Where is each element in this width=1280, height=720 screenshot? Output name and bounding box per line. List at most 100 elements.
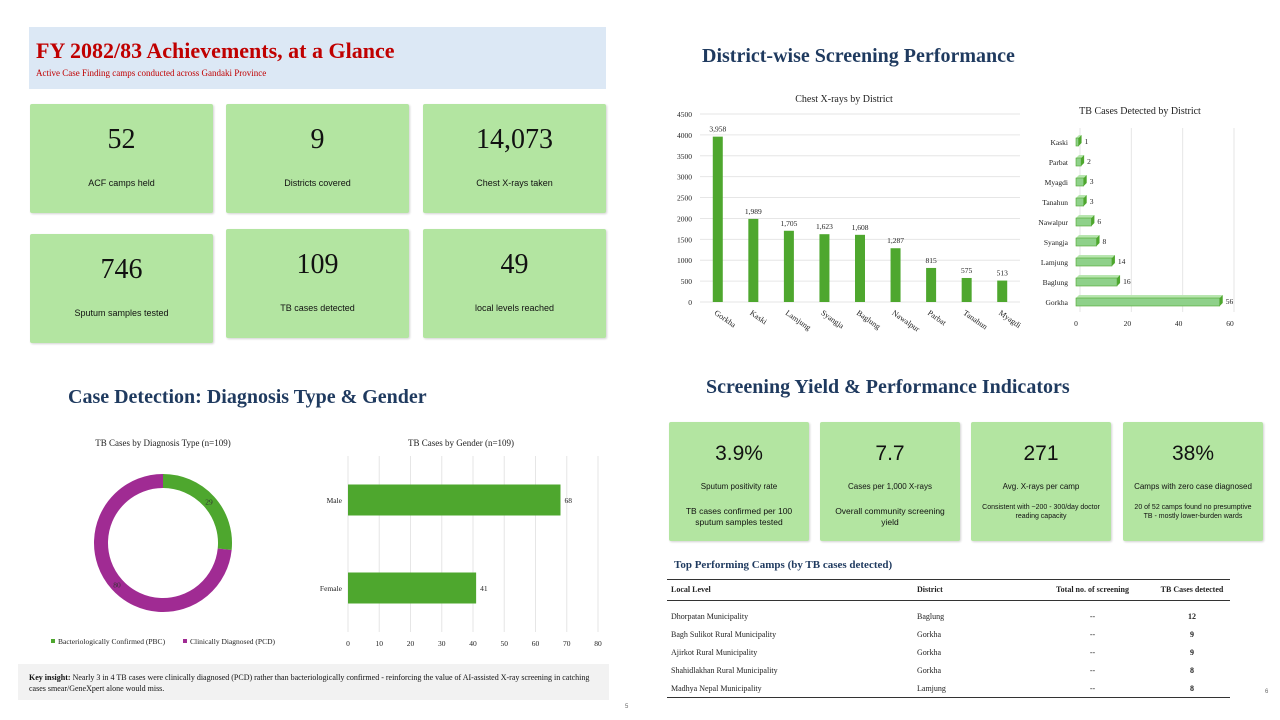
bar (748, 218, 759, 302)
bar (783, 230, 794, 302)
cell-cases: 12 (1188, 611, 1196, 621)
indicator-value: 271 (1023, 442, 1059, 465)
kpi-card-camps: 52 ACF camps held (30, 104, 213, 213)
data-label: 41 (480, 584, 488, 593)
y-tick-label: Gorkha (1046, 298, 1069, 307)
x-tick-label: 70 (563, 639, 571, 648)
kpi-card-sputum: 746 Sputum samples tested (30, 234, 213, 343)
cell-local-level: Ajirkot Rural Municipality (671, 647, 758, 657)
cell-district: Gorkha (917, 629, 941, 639)
section-title-detection: Case Detection: Diagnosis Type & Gender (68, 386, 427, 408)
x-tick-label: Kaski (748, 308, 769, 327)
slice-label: 80 (113, 581, 121, 590)
indicator-label: Cases per 1,000 X-rays (847, 482, 933, 491)
bar (1075, 277, 1118, 287)
x-tick-label: 20 (1124, 319, 1132, 328)
x-tick-label: 80 (594, 639, 602, 648)
data-label: 513 (997, 269, 1009, 278)
bar (997, 280, 1008, 302)
bar (348, 572, 477, 604)
key-insight-label: Key insight: (29, 673, 71, 682)
y-tick-label: 500 (681, 277, 693, 286)
x-tick-label: 10 (376, 639, 384, 648)
cell-cases: 9 (1190, 647, 1194, 657)
kpi-label: Sputum samples tested (74, 308, 169, 318)
indicator-value: 7.7 (875, 442, 905, 465)
data-label: 575 (961, 266, 973, 275)
bar-side (1117, 275, 1121, 286)
y-tick-label: 2000 (677, 214, 692, 223)
chart-tb-by-district: TB Cases Detected by District 0 20 40 60 1 Ka… (1038, 106, 1235, 328)
bar (819, 234, 830, 302)
indicator-desc: TB cases confirmed per 100 sputum sample… (685, 506, 793, 527)
y-tick-label: 1000 (677, 256, 692, 265)
legend-label: Clinically Diagnosed (PCD) (190, 637, 275, 646)
header-banner (29, 27, 606, 89)
x-tick-label: 40 (469, 639, 477, 648)
x-tick-label: 40 (1175, 319, 1183, 328)
indicator-desc: Overall community screening yield (835, 506, 945, 527)
data-label: 2 (1087, 157, 1091, 166)
data-label: 6 (1097, 217, 1101, 226)
cell-district: Baglung (917, 611, 945, 621)
kpi-label: Districts covered (284, 178, 351, 188)
col-header-district: District (913, 579, 1031, 601)
x-tick-label: 20 (407, 639, 415, 648)
data-label: 3 (1090, 177, 1094, 186)
kpi-card-tb-cases: 109 TB cases detected (226, 229, 409, 338)
col-header-tb-cases: TB Cases detected (1154, 579, 1230, 601)
y-tick-label: 1500 (677, 235, 692, 244)
data-label: 815 (925, 256, 937, 265)
y-tick-label: 2500 (677, 194, 692, 203)
table-row: Madhya Nepal Municipality Lamjung -- 8 (667, 679, 1230, 698)
kpi-label: Chest X-rays taken (476, 178, 553, 188)
x-tick-label: 30 (438, 639, 446, 648)
section-title-yield: Screening Yield & Performance Indicators (706, 376, 1070, 398)
legend-swatch (51, 639, 55, 643)
bar-top (1076, 275, 1121, 278)
kpi-value: 746 (100, 254, 143, 285)
top-camps-table: Local Level District Total no. of screen… (667, 579, 1230, 698)
bar-side (1096, 235, 1100, 246)
bar-top (1076, 175, 1087, 178)
x-tick-label: Tanahun (962, 308, 990, 331)
x-tick-label: 60 (1226, 319, 1234, 328)
x-tick-label: Gorkha (713, 308, 738, 329)
indicator-card-xrays-per-camp: 271 Avg. X-rays per camp Consistent with… (971, 422, 1111, 541)
bar (1075, 237, 1097, 247)
y-tick-label: Male (327, 496, 343, 505)
indicator-label: Camps with zero case diagnosed (1134, 482, 1252, 491)
bar-side (1078, 135, 1082, 146)
kpi-label: TB cases detected (280, 303, 355, 313)
bar-top (1076, 135, 1082, 138)
data-label: 1,287 (887, 236, 904, 245)
page-number-left: 5 (625, 704, 629, 710)
kpi-value: 9 (310, 124, 325, 155)
col-header-local-level: Local Level (667, 579, 913, 601)
chart-title: TB Cases by Gender (n=109) (408, 438, 514, 448)
bar-top (1076, 255, 1115, 258)
cell-local-level: Dhorpatan Municipality (671, 611, 749, 621)
page-subtitle: Active Case Finding camps conducted acro… (36, 68, 267, 78)
y-tick-label: Syangja (1044, 238, 1069, 247)
indicator-desc: Consistent with ~200 - 300/day doctor re… (982, 504, 1100, 520)
kpi-label: ACF camps held (88, 178, 155, 188)
bar (712, 136, 723, 302)
bar-top (1076, 235, 1100, 238)
table-row: Ajirkot Rural Municipality Gorkha -- 9 (667, 643, 1230, 661)
cell-local-level: Bagh Sulikot Rural Municipality (671, 629, 777, 639)
cell-total: -- (1089, 665, 1096, 675)
y-tick-label: 4000 (677, 131, 692, 140)
y-tick-label: 3500 (677, 152, 692, 161)
table-row: Bagh Sulikot Rural Municipality Gorkha -… (667, 625, 1230, 643)
table-row: Dhorpatan Municipality Baglung -- 12 (667, 607, 1230, 625)
chart-title: Chest X-rays by District (795, 94, 893, 105)
bar (1075, 157, 1082, 167)
bar (855, 234, 865, 302)
cell-district: Lamjung (913, 679, 1031, 698)
donut-slice (162, 474, 232, 550)
bar (890, 248, 901, 302)
y-tick-label: Baglung (1043, 278, 1069, 287)
x-tick-label: Nawalpur (890, 308, 921, 334)
cell-total: -- (1089, 611, 1096, 621)
